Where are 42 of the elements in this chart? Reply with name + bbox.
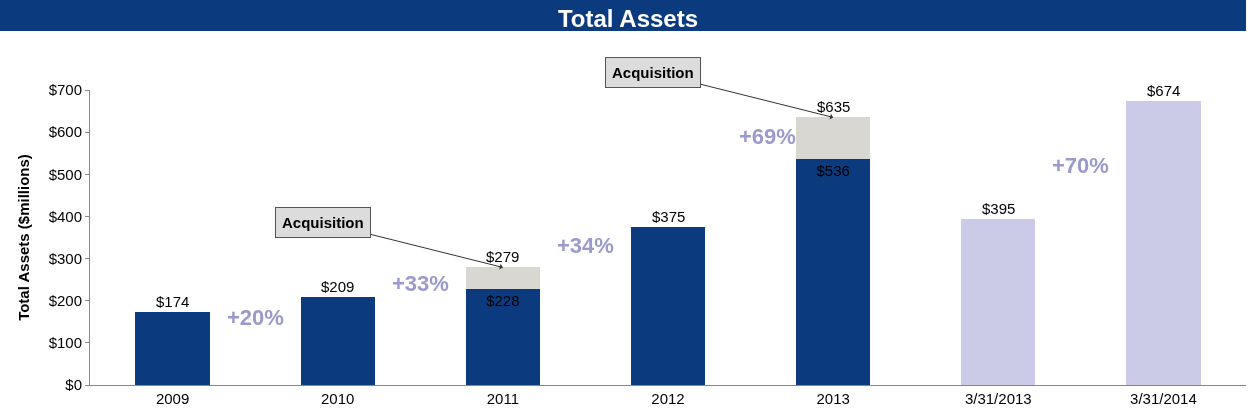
x-tick-label: 3/31/2013: [964, 390, 1032, 407]
y-tick-label: $400: [48, 207, 82, 225]
annotation: +33%: [392, 271, 449, 296]
chart-title: Total Assets: [557, 5, 699, 33]
bar: [630, 226, 706, 385]
x-tick-label: 2009: [155, 390, 190, 407]
annotation: +20%: [227, 305, 284, 330]
total-label: $209: [321, 278, 355, 295]
x-tick-label: 2011: [486, 390, 519, 407]
bar: [135, 311, 210, 385]
bar: [795, 159, 871, 385]
x-tick-label: 3/31/2014: [1130, 390, 1197, 407]
y-tick-label: $700: [48, 81, 82, 99]
annotation: +34%: [557, 233, 614, 258]
y-axis-title: Total Assets ($millions): [14, 154, 32, 321]
total-label: $174: [156, 293, 190, 310]
x-tick-label: 2012: [651, 390, 685, 407]
data-label: $536: [816, 162, 850, 180]
bar: [465, 267, 541, 289]
y-tick-label: $100: [48, 334, 82, 352]
annotation: +69%: [739, 124, 796, 149]
annotation: Acquisition: [612, 64, 694, 81]
y-tick-label: $600: [48, 123, 82, 141]
bar: [961, 218, 1036, 385]
y-tick-label: $200: [48, 291, 82, 309]
x-tick-label: 2010: [321, 390, 355, 407]
total-label: $395: [982, 200, 1016, 217]
bar: [1126, 100, 1201, 385]
total-label: $279: [486, 248, 520, 265]
y-tick-label: $0: [65, 376, 82, 394]
total-label: $635: [817, 98, 851, 115]
y-tick-label: $300: [48, 249, 82, 267]
total-label: $375: [652, 208, 686, 225]
y-tick-label: $500: [48, 165, 82, 183]
x-tick-label: 2013: [816, 390, 850, 407]
data-label: $228: [486, 291, 520, 309]
total-label: $674: [1147, 82, 1181, 99]
bar: [795, 117, 871, 160]
annotation: Acquisition: [282, 214, 364, 231]
bar: [465, 288, 541, 385]
annotation: +70%: [1052, 153, 1109, 178]
bar: [300, 296, 375, 385]
